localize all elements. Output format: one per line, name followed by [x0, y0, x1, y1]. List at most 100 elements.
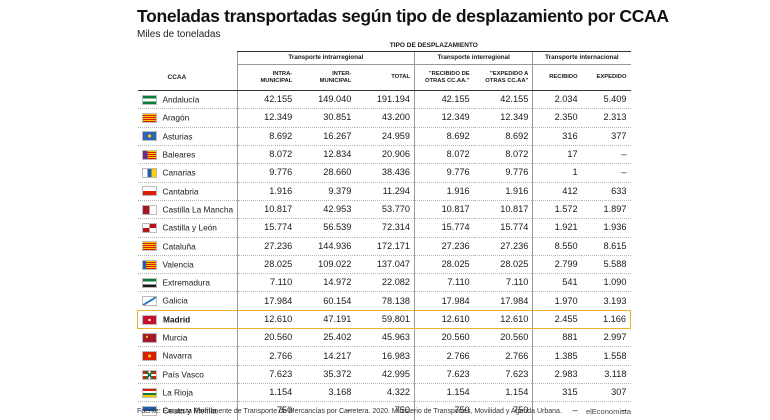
- value-cell: 9.379: [296, 182, 356, 201]
- value-cell: 1.970: [532, 291, 582, 311]
- region-cell: Castilla La Mancha: [137, 200, 238, 220]
- value-cell: 377: [581, 127, 631, 146]
- data-table: TIPO DE DESPLAZAMIENTO Transporte intrar…: [137, 41, 631, 420]
- value-cell: 8.615: [581, 237, 631, 256]
- region-cell: Andalucía: [137, 90, 238, 110]
- table-row: Ceuta y Melilla 750–750 750 750– –: [137, 401, 631, 420]
- value-cell: 8.692: [236, 127, 297, 146]
- value-cell: 1.936: [581, 218, 631, 238]
- canarias-flag: [141, 168, 157, 179]
- value-cell: 16.983: [355, 346, 415, 366]
- value-cell: 541: [532, 273, 582, 293]
- value-cell: 27.236: [414, 237, 474, 256]
- andalucia-flag: [141, 94, 157, 105]
- value-cell: 881: [532, 328, 582, 348]
- value-cell: 12.610: [473, 309, 533, 330]
- region-cell: Cantabria: [137, 182, 238, 201]
- value-cell: 15.774: [473, 218, 533, 238]
- value-cell: 1.572: [532, 200, 582, 220]
- region-cell: Canarias: [137, 163, 238, 183]
- value-cell: 7.623: [236, 365, 297, 385]
- table-row: Castilla La Mancha 10.817 42.953 53.770 10.8…: [137, 200, 631, 220]
- value-cell: 9.776: [236, 163, 297, 183]
- value-cell: 30.851: [296, 108, 356, 128]
- value-cell: 14.972: [296, 273, 356, 293]
- region-cell: Cataluña: [137, 237, 238, 256]
- region-name: Murcia: [162, 332, 188, 343]
- aragon-flag: [141, 113, 157, 124]
- page-title: Toneladas transportadas según tipo de de…: [137, 6, 669, 26]
- asturias-flag: [141, 131, 157, 142]
- navarra-flag: [141, 351, 157, 362]
- header-expedido-ccaa: "EXPEDIDO A OTRAS CC.AA": [473, 64, 533, 91]
- cantabria-flag: [141, 186, 157, 197]
- value-cell: 7.623: [414, 365, 474, 385]
- table-infographic: Toneladas transportadas según tipo de de…: [137, 6, 669, 420]
- value-cell: 42.995: [355, 365, 415, 385]
- value-cell: 1.154: [473, 383, 533, 403]
- region-cell: Aragón: [137, 108, 238, 128]
- region-name: Valencia: [162, 259, 194, 270]
- extremadura-flag: [141, 277, 157, 288]
- region-cell: La Rioja: [137, 383, 238, 403]
- murcia-flag: [141, 332, 157, 343]
- value-cell: 9.776: [414, 163, 474, 183]
- value-cell: 12.349: [473, 108, 533, 128]
- la-rioja-flag: [141, 387, 157, 398]
- region-cell: Navarra: [137, 346, 238, 366]
- value-cell: 137.047: [355, 255, 415, 275]
- header-group-internacional: Transporte internacional: [532, 51, 631, 65]
- table-row: Andalucía 42.155 149.040 191.194 42.155 42.15…: [137, 90, 631, 110]
- value-cell: 172.171: [355, 237, 415, 256]
- region-name: Ceuta y Melilla: [162, 405, 217, 416]
- value-cell: 14.217: [296, 346, 356, 366]
- value-cell: 8.692: [414, 127, 474, 146]
- region-name: Madrid: [163, 314, 191, 325]
- value-cell: 35.372: [296, 365, 356, 385]
- region-name: Extremadura: [162, 277, 211, 288]
- value-cell: 53.770: [355, 200, 415, 220]
- value-cell: 1.916: [236, 182, 297, 201]
- value-cell: 3.193: [581, 291, 631, 311]
- value-cell: 10.817: [473, 200, 533, 220]
- value-cell: 43.200: [355, 108, 415, 128]
- region-name: La Rioja: [162, 387, 193, 398]
- region-cell: País Vasco: [137, 365, 238, 385]
- footer: Fuente: Encuesta Permanente de Transport…: [137, 407, 631, 417]
- value-cell: 8.072: [414, 145, 474, 165]
- value-cell: 12.610: [236, 309, 297, 330]
- value-cell: 8.072: [473, 145, 533, 165]
- table-row: Asturias 8.692 16.267 24.959 8.692 8.692 316 37…: [137, 127, 631, 146]
- value-cell: 9.776: [473, 163, 533, 183]
- value-cell: 17.984: [414, 291, 474, 311]
- region-name: Cataluña: [162, 240, 196, 251]
- value-cell: 2.455: [532, 309, 582, 330]
- value-cell: 2.350: [532, 108, 582, 128]
- table-row: La Rioja 1.154 3.168 4.322 1.154 1.154 315 307: [137, 383, 631, 403]
- value-cell: 8.550: [532, 237, 582, 256]
- header-group-intrarregional: Transporte intrarregional: [236, 51, 415, 65]
- value-cell: 15.774: [414, 218, 474, 238]
- value-cell: 2.983: [532, 365, 582, 385]
- value-cell: 20.560: [414, 328, 474, 348]
- region-name: Aragón: [162, 112, 190, 123]
- madrid-flag: [142, 314, 157, 325]
- value-cell: 191.194: [355, 90, 415, 110]
- source-note: Fuente: Encuesta Permanente de Transport…: [137, 408, 562, 415]
- value-cell: 10.817: [236, 200, 297, 220]
- value-cell: 38.436: [355, 163, 415, 183]
- header-recibido-int: RECIBIDO: [532, 64, 582, 91]
- valencia-flag: [141, 259, 157, 270]
- table-row: Madrid 12.610 47.191 59.801 12.610 12.610 2.45…: [137, 309, 631, 330]
- table-row: Cataluña 27.236 144.936 172.171 27.236 27.236…: [137, 237, 631, 256]
- value-cell: 1.154: [236, 383, 297, 403]
- value-cell: 60.154: [296, 291, 356, 311]
- value-cell: 17.984: [236, 291, 297, 311]
- value-cell: 12.349: [414, 108, 474, 128]
- value-cell: 2.313: [581, 108, 631, 128]
- value-cell: 12.349: [236, 108, 297, 128]
- value-cell: 1.897: [581, 200, 631, 220]
- castilla-la-mancha-flag: [141, 204, 157, 215]
- galicia-flag: [141, 296, 157, 307]
- value-cell: 2.034: [532, 90, 582, 110]
